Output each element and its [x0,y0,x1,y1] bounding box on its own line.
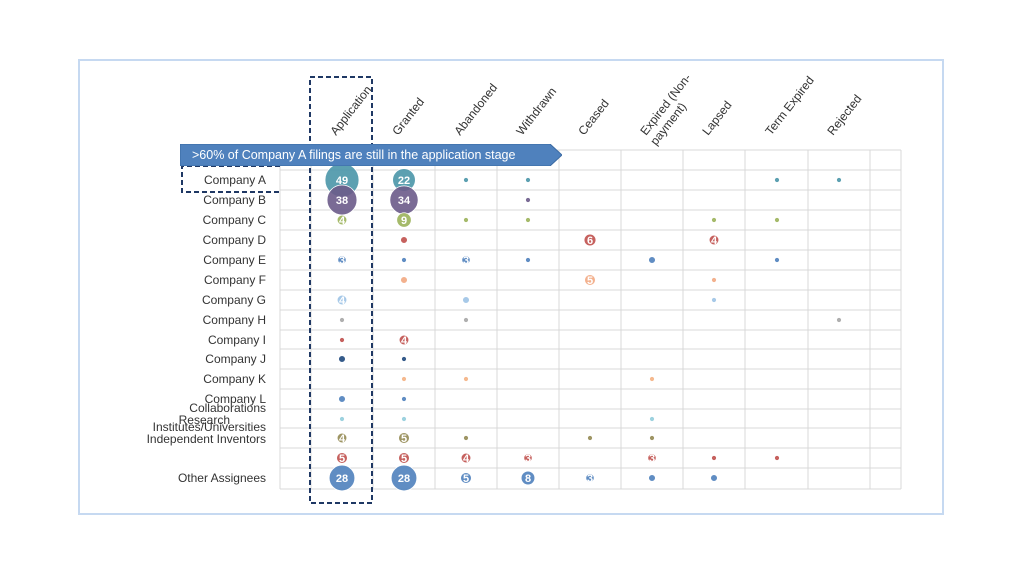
bubble-label: 3 [463,255,469,267]
data-bubble [712,218,717,223]
bubble-label: 5 [401,453,407,465]
row-label: Company J [205,352,266,366]
row-label: Company A [204,173,266,187]
bubble-label: 5 [401,433,407,445]
bubble-label: 3 [649,453,655,465]
bubble-label: 4 [339,215,346,227]
row-label: Independent Inventors [147,432,266,446]
data-bubble [526,178,531,183]
data-bubble [712,278,717,283]
data-bubble [711,475,718,482]
data-bubble [340,417,345,422]
column-header: Lapsed [699,98,734,138]
data-bubble [402,397,407,402]
data-bubble [464,436,469,441]
bubble-label: 3 [525,453,531,465]
row-label: Company B [203,193,266,207]
data-bubble [588,436,593,441]
data-bubble [650,417,655,422]
row-label: Company G [202,293,266,307]
bubble-label: 9 [401,215,407,227]
bubble-label: 6 [587,235,593,247]
data-bubble [463,297,470,304]
bubble-label: 38 [336,195,348,207]
bubble-label: 34 [398,195,411,207]
row-label: Company D [203,233,267,247]
data-bubble [649,475,656,482]
data-bubble [649,257,656,264]
bubble-label: 4 [463,453,470,465]
column-header: Term Expired [762,74,817,138]
data-bubble [402,377,407,382]
data-bubble [401,277,408,284]
bubble-label: 4 [711,235,718,247]
column-header: Withdrawn [513,85,559,138]
bubble-label: 8 [525,473,531,485]
data-bubble [402,258,407,263]
data-bubble [340,338,345,343]
bubble-label: 3 [339,255,345,267]
data-bubble [340,318,345,323]
data-bubble [464,318,469,323]
bubble-label: 4 [339,433,346,445]
data-bubble [402,417,407,422]
data-bubble [402,357,407,362]
column-header: Application [327,83,374,138]
data-bubble [837,178,842,183]
column-header: Abandoned [451,81,500,138]
data-bubble [775,456,780,461]
row-label: Company E [203,253,266,267]
data-bubble [526,258,531,263]
data-bubble [712,298,717,303]
data-bubble [464,218,469,223]
data-bubble [775,258,780,263]
data-bubble [712,456,717,461]
row-label: Company C [203,213,267,227]
column-header: Rejected [824,92,864,138]
bubble-label: 3 [587,473,593,485]
data-bubble [650,377,655,382]
data-bubble [526,218,531,223]
bubble-label: 5 [587,275,593,287]
row-label: Company F [204,273,266,287]
row-label: Company H [203,313,266,327]
data-bubble [464,178,469,183]
bubble-label: 4 [401,335,408,347]
data-bubble [339,356,346,363]
row-label: Company I [208,333,266,347]
callout-text: >60% of Company A filings are still in t… [192,148,515,162]
row-label: Company K [203,372,266,386]
bubble-label: 28 [336,473,348,485]
column-header: Ceased [575,97,612,138]
bubble-label: 4 [339,295,346,307]
data-bubble [464,377,469,382]
bubble-label: 5 [339,453,345,465]
data-bubble [650,436,655,441]
bubble-label: 28 [398,473,410,485]
bubble-label: 22 [398,175,410,187]
bubble-label: 5 [463,473,469,485]
row-label: Other Assignees [178,471,266,485]
data-bubble [775,218,780,223]
column-header: Granted [389,95,427,138]
data-bubble [775,178,780,183]
data-bubble [339,396,346,403]
data-bubble [526,198,531,203]
data-bubble [837,318,842,323]
data-bubble [401,237,408,244]
